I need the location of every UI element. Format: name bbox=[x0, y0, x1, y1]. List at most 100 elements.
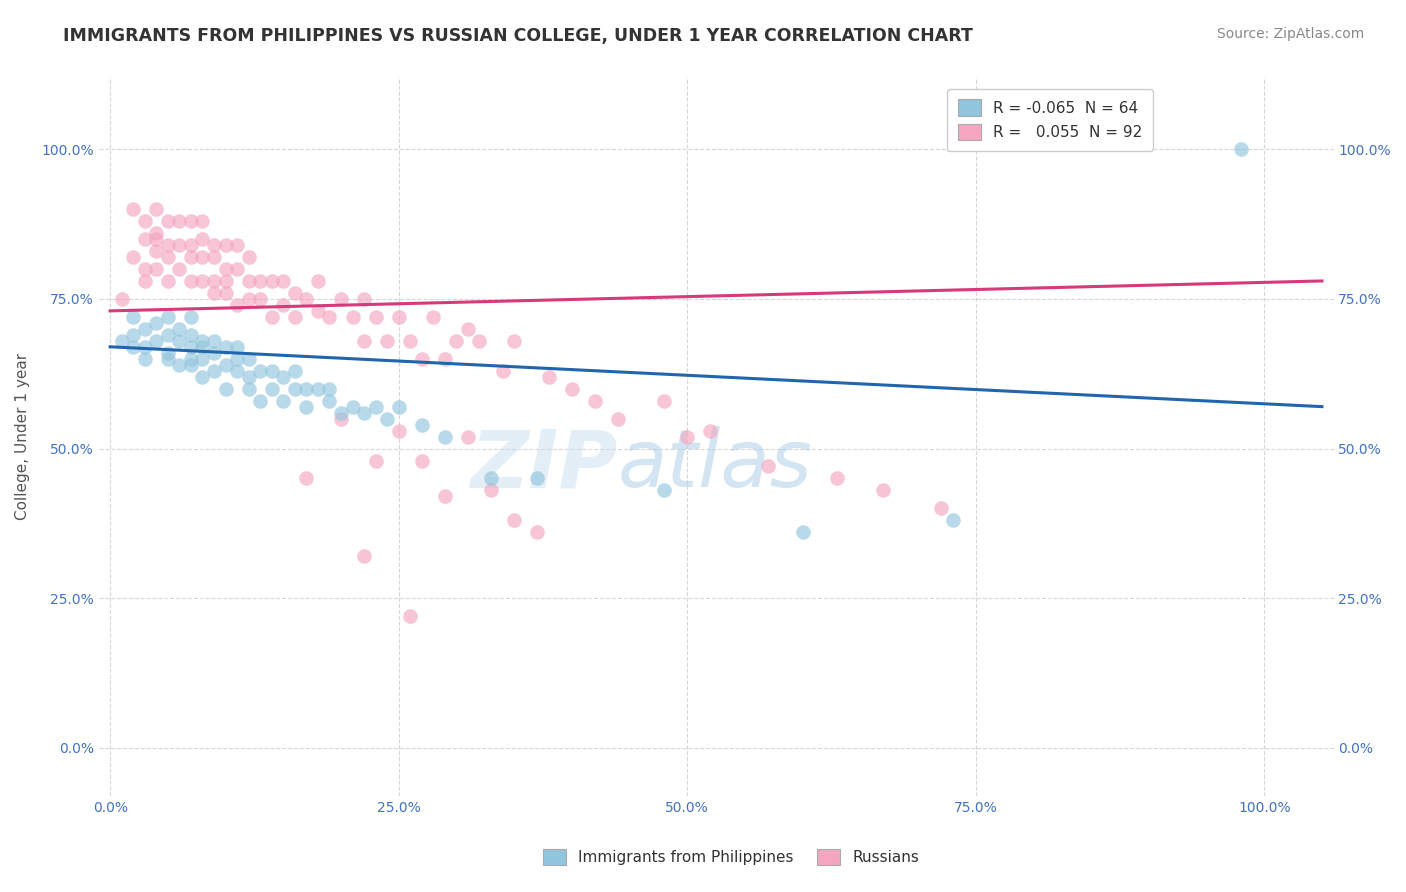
Legend: Immigrants from Philippines, Russians: Immigrants from Philippines, Russians bbox=[537, 843, 925, 871]
Point bbox=[169, 238, 191, 252]
Point bbox=[271, 393, 294, 408]
Point bbox=[284, 285, 307, 300]
Point bbox=[180, 340, 202, 354]
Point bbox=[388, 424, 411, 438]
Point bbox=[238, 292, 260, 306]
Point bbox=[145, 262, 167, 277]
Point bbox=[145, 316, 167, 330]
Point bbox=[111, 292, 134, 306]
Point bbox=[214, 262, 236, 277]
Point bbox=[226, 262, 249, 277]
Text: ZIP: ZIP bbox=[470, 426, 617, 504]
Text: IMMIGRANTS FROM PHILIPPINES VS RUSSIAN COLLEGE, UNDER 1 YEAR CORRELATION CHART: IMMIGRANTS FROM PHILIPPINES VS RUSSIAN C… bbox=[63, 27, 973, 45]
Point bbox=[330, 292, 353, 306]
Point bbox=[491, 364, 513, 378]
Point bbox=[191, 369, 214, 384]
Point bbox=[180, 310, 202, 324]
Point bbox=[122, 340, 145, 354]
Point bbox=[180, 327, 202, 342]
Point bbox=[180, 351, 202, 366]
Point bbox=[134, 262, 156, 277]
Point bbox=[226, 238, 249, 252]
Point bbox=[942, 513, 965, 527]
Point bbox=[399, 609, 422, 624]
Point bbox=[699, 424, 721, 438]
Point bbox=[238, 369, 260, 384]
Point bbox=[342, 400, 364, 414]
Point bbox=[226, 351, 249, 366]
Point bbox=[295, 471, 318, 485]
Point bbox=[537, 369, 560, 384]
Point bbox=[156, 327, 179, 342]
Legend: R = -0.065  N = 64, R =   0.055  N = 92: R = -0.065 N = 64, R = 0.055 N = 92 bbox=[948, 88, 1153, 151]
Point bbox=[169, 334, 191, 348]
Point bbox=[122, 310, 145, 324]
Point bbox=[526, 525, 548, 540]
Point bbox=[202, 274, 225, 288]
Point bbox=[202, 238, 225, 252]
Point bbox=[307, 304, 329, 318]
Point bbox=[353, 406, 375, 420]
Point bbox=[180, 238, 202, 252]
Point bbox=[479, 471, 502, 485]
Text: atlas: atlas bbox=[617, 426, 813, 504]
Point bbox=[503, 513, 526, 527]
Point bbox=[226, 364, 249, 378]
Point bbox=[375, 411, 398, 425]
Point bbox=[284, 310, 307, 324]
Point bbox=[238, 382, 260, 396]
Point bbox=[156, 238, 179, 252]
Point bbox=[457, 429, 479, 443]
Point bbox=[169, 262, 191, 277]
Point bbox=[191, 274, 214, 288]
Point bbox=[134, 340, 156, 354]
Point bbox=[238, 351, 260, 366]
Point bbox=[411, 417, 433, 432]
Point bbox=[156, 310, 179, 324]
Point bbox=[307, 382, 329, 396]
Point bbox=[214, 382, 236, 396]
Point bbox=[191, 214, 214, 228]
Point bbox=[330, 411, 353, 425]
Point bbox=[134, 232, 156, 246]
Point bbox=[145, 202, 167, 216]
Point bbox=[111, 334, 134, 348]
Point bbox=[353, 549, 375, 564]
Point bbox=[214, 358, 236, 372]
Point bbox=[134, 274, 156, 288]
Point bbox=[307, 274, 329, 288]
Point bbox=[411, 453, 433, 467]
Point bbox=[202, 334, 225, 348]
Point bbox=[202, 285, 225, 300]
Point bbox=[249, 393, 271, 408]
Point bbox=[607, 411, 630, 425]
Point bbox=[169, 322, 191, 336]
Point bbox=[202, 364, 225, 378]
Point bbox=[191, 351, 214, 366]
Point bbox=[249, 364, 271, 378]
Point bbox=[318, 393, 340, 408]
Point bbox=[260, 274, 283, 288]
Point bbox=[180, 214, 202, 228]
Point bbox=[652, 393, 675, 408]
Point bbox=[260, 364, 283, 378]
Point bbox=[1230, 142, 1253, 156]
Point bbox=[122, 202, 145, 216]
Point bbox=[756, 459, 779, 474]
Point bbox=[122, 250, 145, 264]
Point bbox=[676, 429, 699, 443]
Point bbox=[238, 274, 260, 288]
Point bbox=[191, 250, 214, 264]
Point bbox=[226, 340, 249, 354]
Point bbox=[284, 364, 307, 378]
Point bbox=[202, 250, 225, 264]
Point bbox=[284, 382, 307, 396]
Point bbox=[169, 214, 191, 228]
Point bbox=[792, 525, 814, 540]
Point bbox=[364, 310, 387, 324]
Point bbox=[526, 471, 548, 485]
Point bbox=[433, 429, 456, 443]
Point bbox=[145, 226, 167, 240]
Point bbox=[388, 310, 411, 324]
Point bbox=[271, 274, 294, 288]
